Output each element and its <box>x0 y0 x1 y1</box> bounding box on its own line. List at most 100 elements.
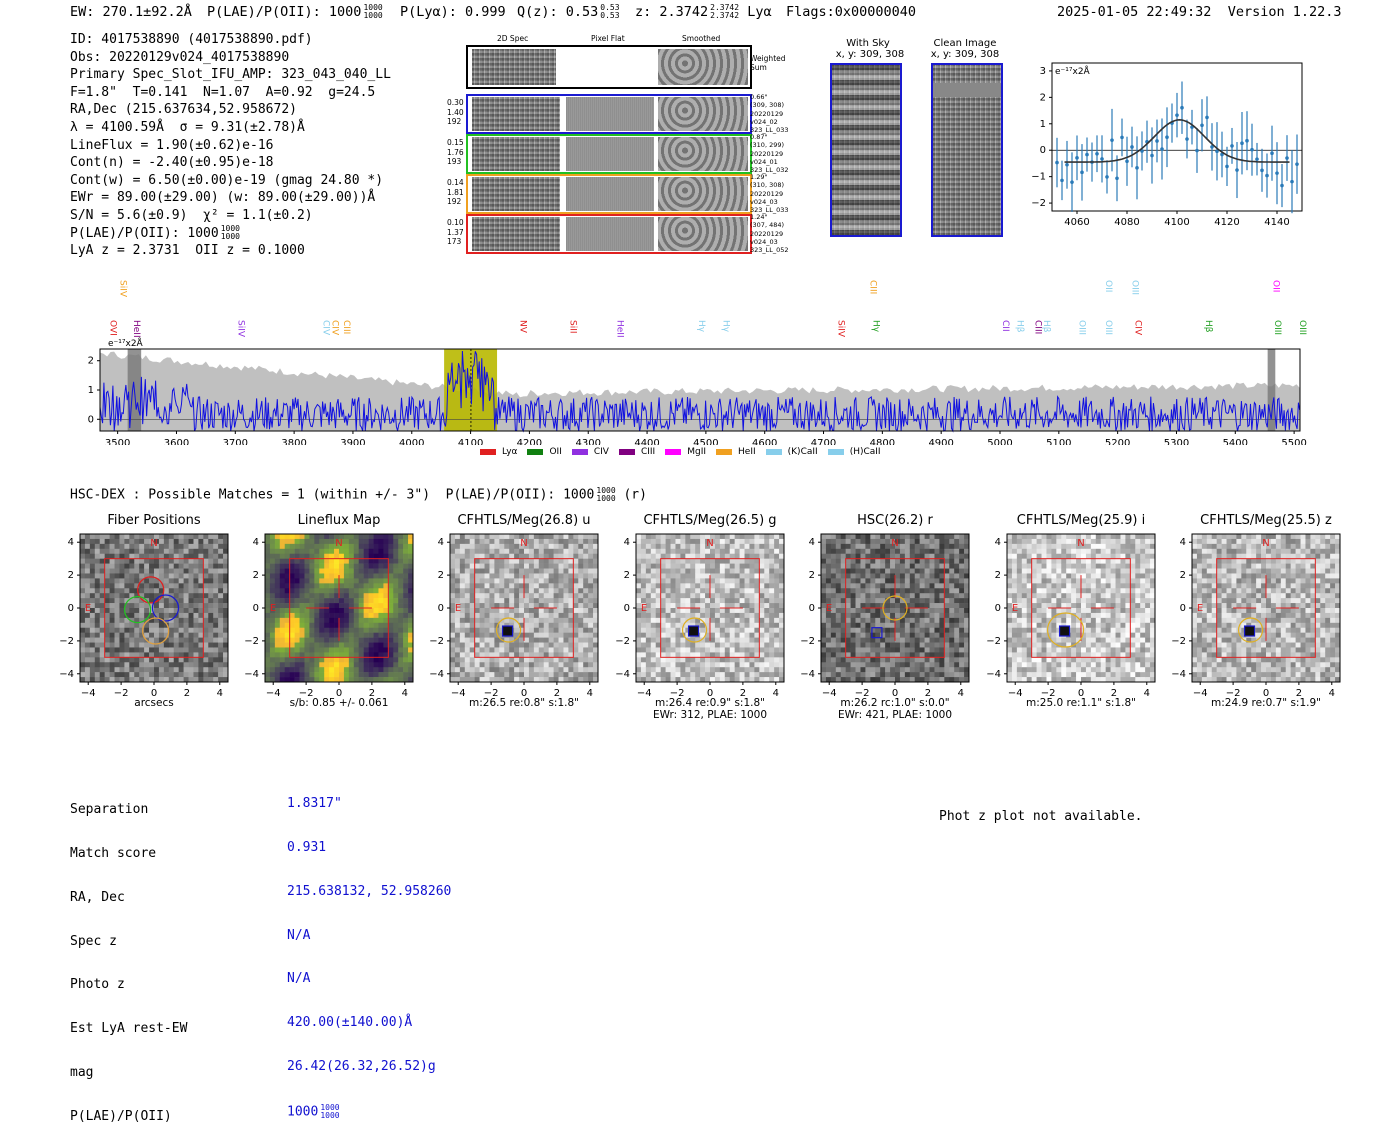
hsc-pixel <box>641 618 646 623</box>
hsc-pixel <box>549 613 554 618</box>
hsc-pixel <box>895 583 900 588</box>
hsc-pixel <box>749 549 754 554</box>
hsc-pixel <box>749 559 754 564</box>
hsc-pixel <box>730 657 735 662</box>
hsc-pixel <box>583 539 588 544</box>
hsc-pixel <box>393 549 398 554</box>
hsc-pixel <box>885 628 890 633</box>
hsc-pixel <box>534 564 539 569</box>
hsc-pixel <box>90 593 95 598</box>
hsc-pixel <box>636 657 641 662</box>
hsc-pixel <box>359 549 364 554</box>
hsc-pixel <box>90 672 95 677</box>
hsc-pixel <box>578 593 583 598</box>
hsc-pixel <box>769 672 774 677</box>
hsc-pixel <box>285 549 290 554</box>
hsc-pixel <box>690 539 695 544</box>
hsc-pixel <box>925 578 930 583</box>
fit-point <box>1255 157 1259 161</box>
hsc-pixel <box>393 603 398 608</box>
hsc-pixel <box>514 583 519 588</box>
hsc-pixel <box>378 638 383 643</box>
hsc-pixel <box>651 608 656 613</box>
hsc-pixel <box>465 643 470 648</box>
hsc-pixel <box>836 623 841 628</box>
hsc-pixel <box>860 618 865 623</box>
hsc-pixel <box>725 588 730 593</box>
hsc-pixel <box>334 657 339 662</box>
hsc-pixel <box>378 583 383 588</box>
hsc-pixel <box>661 647 666 652</box>
hsc-pixel <box>450 593 455 598</box>
hsc-pixel <box>514 564 519 569</box>
hsc-pixel <box>583 672 588 677</box>
hsc-pixel <box>164 569 169 574</box>
hsc-pixel <box>695 573 700 578</box>
hsc-pixel <box>460 662 465 667</box>
hsc-pixel <box>314 628 319 633</box>
hsc-pixel <box>846 633 851 638</box>
hsc-pixel <box>764 608 769 613</box>
hsc-pixel <box>920 559 925 564</box>
spectral-line-label: Hβ <box>1041 320 1051 333</box>
spectrum-xtick-label: 3700 <box>223 438 248 445</box>
hsc-pixel <box>671 588 676 593</box>
hsc-pixel <box>666 667 671 672</box>
hsc-pixel <box>856 593 861 598</box>
hsc-pixel <box>725 662 730 667</box>
hsc-pixel <box>831 667 836 672</box>
hsc-pixels <box>80 534 228 682</box>
hsc-pixel <box>573 578 578 583</box>
hsc-pixel <box>80 618 85 623</box>
hsc-pixel <box>95 564 100 569</box>
hsc-pixel <box>568 657 573 662</box>
hsc-pixel <box>735 628 740 633</box>
hsc-pixel <box>80 534 85 539</box>
hsc-pixel <box>300 578 305 583</box>
hsc-pixel <box>280 539 285 544</box>
hsc-pixel <box>949 603 954 608</box>
hsc-pixel <box>544 588 549 593</box>
hsc-pixel <box>539 647 544 652</box>
fit-point <box>1110 138 1114 142</box>
hsc-pixel <box>539 672 544 677</box>
hsc-pixel <box>480 608 485 613</box>
hsc-pixel <box>203 544 208 549</box>
hsc-pixel <box>378 559 383 564</box>
hsc-pixel <box>300 628 305 633</box>
spectrum-xtick-label: 4400 <box>634 438 659 445</box>
hsc-pixel <box>554 559 559 564</box>
hsc-pixel <box>715 628 720 633</box>
hsc-pixel <box>554 613 559 618</box>
hsc-pixel <box>213 657 218 662</box>
hsc-pixel <box>524 588 529 593</box>
hsc-pixel <box>139 588 144 593</box>
hsc-pixel <box>398 554 403 559</box>
hsc-pixel <box>324 593 329 598</box>
hsc-pixel <box>836 672 841 677</box>
hsc-pixel <box>880 569 885 574</box>
fit-point <box>1245 139 1249 143</box>
hsc-pixel <box>354 638 359 643</box>
hsc-pixel <box>95 539 100 544</box>
hsc-pixel <box>944 578 949 583</box>
hsc-pixel <box>860 549 865 554</box>
hsc-pixel <box>890 608 895 613</box>
hsc-pixel <box>349 643 354 648</box>
hsc-pixel <box>203 628 208 633</box>
hsc-pixel <box>735 598 740 603</box>
hsc-pixel <box>90 534 95 539</box>
hsc-pixel <box>90 657 95 662</box>
hsc-pixel <box>90 539 95 544</box>
hsc-pixel <box>489 647 494 652</box>
hsc-pixel <box>218 667 223 672</box>
hsc-pixel <box>193 638 198 643</box>
hsc-pixel <box>666 643 671 648</box>
hsc-pixel <box>529 573 534 578</box>
hsc-pixel <box>671 539 676 544</box>
hsc-pixel <box>119 569 124 574</box>
hsc-pixel <box>115 603 120 608</box>
hsc-pixel <box>846 618 851 623</box>
hsc-pixel <box>740 667 745 672</box>
hsc-pixel <box>685 598 690 603</box>
